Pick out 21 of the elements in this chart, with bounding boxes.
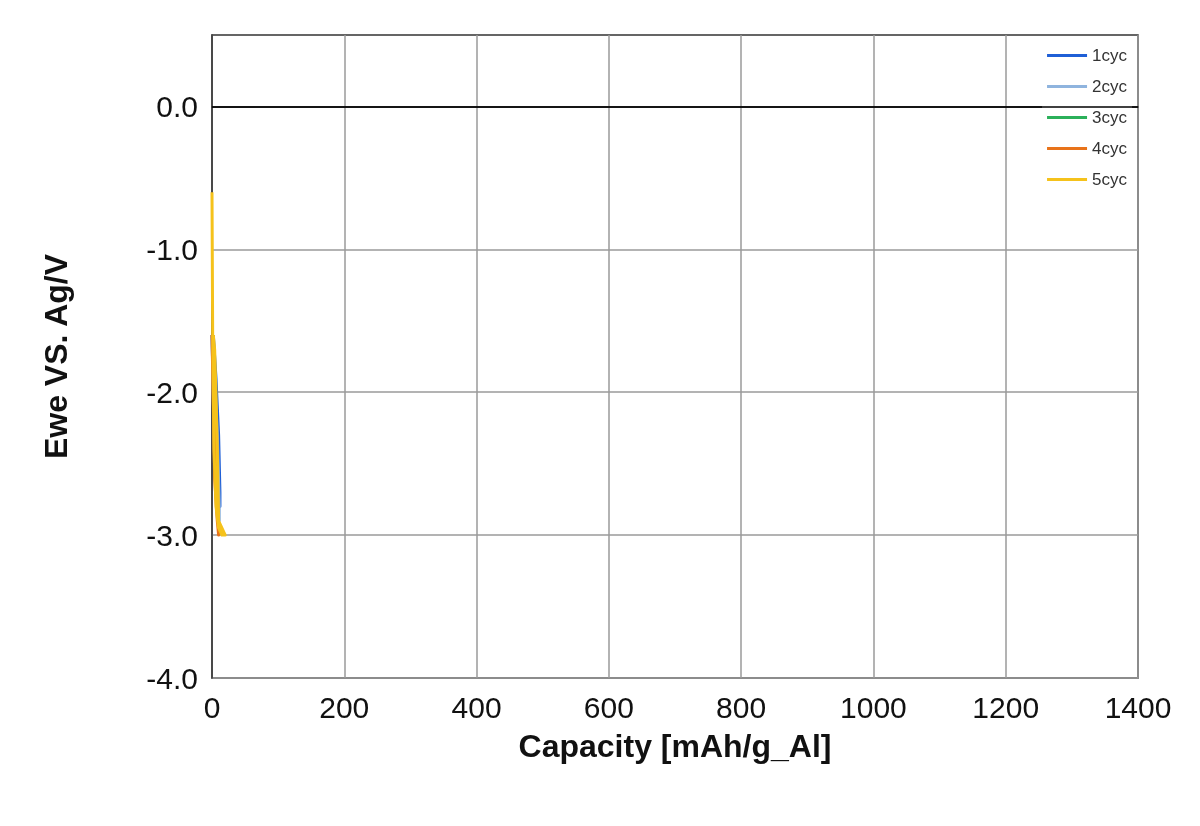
x-tick-label: 1400 bbox=[1104, 690, 1172, 724]
x-tick-label: 400 bbox=[451, 690, 502, 724]
x-tick-label: 600 bbox=[583, 690, 634, 724]
legend-label: 5cyc bbox=[1092, 170, 1128, 189]
y-tick-label: -1.0 bbox=[146, 232, 198, 266]
x-axis-title: Capacity [mAh/g_Al] bbox=[518, 728, 832, 764]
legend-label: 4cyc bbox=[1092, 139, 1128, 158]
y-tick-label: -2.0 bbox=[146, 375, 198, 409]
legend-label: 1cyc bbox=[1092, 46, 1128, 65]
y-axis-title: Ewe VS. Ag/V bbox=[38, 253, 74, 460]
line-series bbox=[210, 190, 227, 537]
legend-label: 3cyc bbox=[1092, 108, 1128, 127]
legend-label: 2cyc bbox=[1092, 77, 1128, 96]
x-tick-label: 1000 bbox=[840, 690, 907, 724]
y-tick-label: -3.0 bbox=[146, 518, 198, 552]
x-tick-label: 800 bbox=[716, 690, 767, 724]
y-tick-label: 0.0 bbox=[156, 89, 198, 123]
x-tick-label: 200 bbox=[319, 690, 370, 724]
x-tick-label: 0 bbox=[203, 690, 221, 724]
y-tick-label: -4.0 bbox=[146, 661, 198, 695]
x-tick-label: 1200 bbox=[972, 690, 1040, 724]
